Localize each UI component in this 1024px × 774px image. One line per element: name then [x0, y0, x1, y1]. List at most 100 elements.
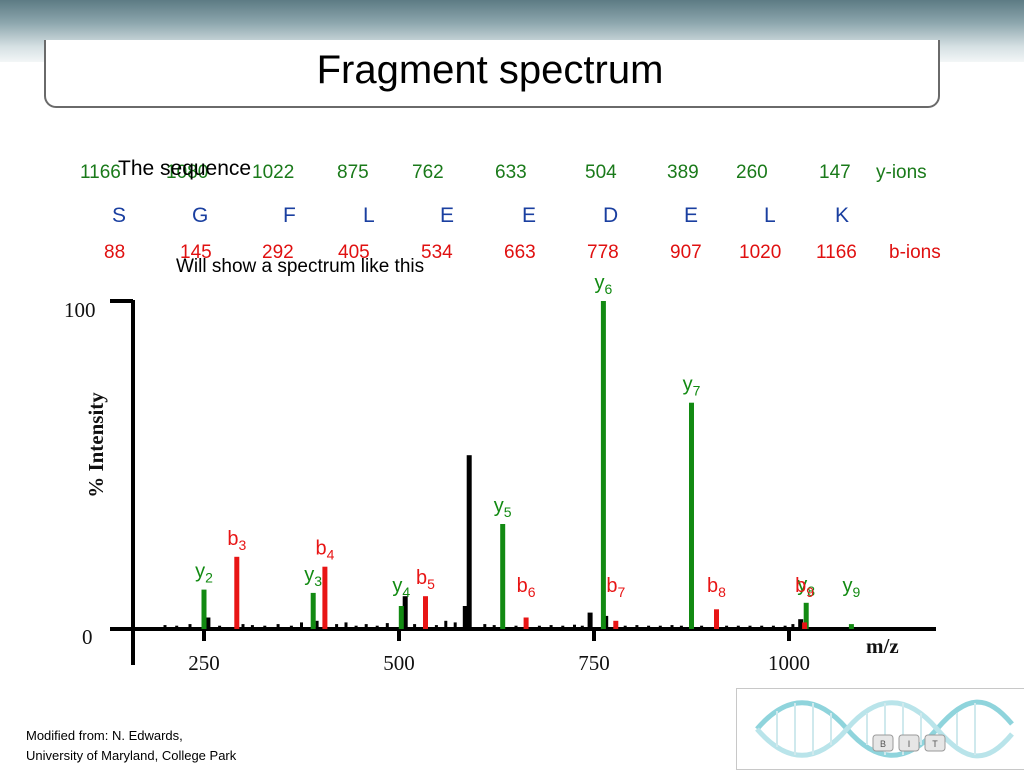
spectrum-peak	[276, 624, 280, 629]
spectrum-peak	[803, 602, 809, 629]
b-ion-mass: 663	[504, 242, 536, 263]
residue: E	[440, 204, 455, 227]
y-tick-label: 0	[82, 625, 93, 649]
peak-label: y9	[843, 575, 861, 600]
peak-label: y5	[494, 495, 512, 520]
spectrum-peak	[483, 624, 487, 629]
spectrum-peak	[263, 625, 267, 629]
x-tick-label: 500	[383, 651, 415, 675]
b-ion-mass: 778	[587, 242, 619, 263]
y-ion-mass: 1080	[166, 162, 209, 183]
y-ion-mass: 1022	[252, 162, 295, 183]
b-ion-mass: 1166	[816, 242, 857, 263]
logo-letter-box	[872, 734, 894, 752]
spectrum-peak	[188, 624, 192, 629]
residue: D	[603, 204, 619, 227]
spectrum-peak	[537, 625, 541, 629]
spectrum-peak	[802, 622, 808, 629]
spectrum-peak	[587, 612, 593, 629]
spectrum-peak	[647, 625, 651, 629]
peak-label: y8	[797, 574, 815, 599]
spectrum-peak	[385, 623, 389, 629]
peak-label: b6	[517, 575, 536, 600]
peak-label: y6	[595, 272, 613, 297]
peak-label: y2	[195, 561, 213, 586]
spectrum-caption: Will show a spectrum like this	[176, 256, 425, 277]
spectrum-peak	[335, 624, 339, 629]
x-tick-label: 750	[578, 651, 610, 675]
residue: E	[684, 204, 699, 227]
spectrum-peak	[798, 619, 804, 629]
spectrum-peak	[760, 625, 764, 629]
credits-line-2: University of Maryland, College Park	[26, 748, 237, 763]
peak-label: b9	[795, 575, 814, 600]
b-ions-label: b-ions	[889, 242, 941, 263]
y-tick-label: 100	[64, 298, 96, 322]
sequence-caption: The sequence	[118, 157, 252, 180]
spectrum-peak	[580, 625, 584, 629]
y-ion-mass: 389	[667, 162, 699, 183]
x-tick-label: 250	[188, 651, 220, 675]
spectrum-peak	[444, 620, 448, 629]
spectrum-peak	[492, 625, 496, 629]
y-ion-mass: 875	[337, 162, 369, 183]
spectrum-peak	[700, 625, 704, 629]
credits: Modified from: N. Edwards, University of…	[26, 726, 236, 766]
spectrum-peak	[344, 622, 348, 629]
b-ion-mass: 405	[338, 242, 370, 263]
spectrum-peak	[234, 556, 240, 629]
spectrum-peak	[523, 617, 529, 629]
y-ion-mass: 260	[736, 162, 768, 183]
spectrum-peak	[635, 625, 639, 629]
x-tick-label: 1000	[768, 651, 810, 675]
spectrum-peak	[748, 625, 752, 629]
y-ion-mass: 504	[585, 162, 617, 183]
y-ion-mass: 633	[495, 162, 527, 183]
spectrum-peak	[218, 625, 222, 629]
spectrum-peak	[679, 625, 683, 629]
y-ion-mass: 762	[412, 162, 444, 183]
spectrum-peak	[613, 620, 619, 629]
peak-label: y3	[304, 564, 322, 589]
logo-letter-box	[898, 734, 920, 752]
spectrum-peak	[250, 625, 254, 629]
spectrum-peak	[163, 625, 167, 629]
logo-letter: I	[908, 739, 911, 749]
spectrum-peak	[241, 624, 245, 629]
spectrum-peak	[322, 566, 328, 629]
peak-label: b7	[606, 575, 625, 600]
spectrum-peak	[500, 524, 506, 629]
b-ion-mass: 88	[104, 242, 126, 263]
spectrum-peak	[354, 625, 358, 629]
residue: K	[835, 204, 850, 227]
y-ion-mass: 1166	[80, 162, 121, 183]
spectrum-peak	[689, 402, 694, 629]
y-axis-label: % Intensity	[84, 392, 108, 498]
residue: F	[283, 204, 296, 227]
spectrum-peak	[310, 592, 316, 629]
spectrum-peak	[736, 625, 740, 629]
residue: G	[192, 204, 209, 227]
spectrum-peak	[364, 624, 368, 629]
title-frame	[44, 40, 940, 108]
spectrum-peak	[561, 625, 565, 629]
slide-title: Fragment spectrum	[316, 48, 664, 92]
spectrum-peak	[175, 625, 179, 629]
spectrum-peak	[848, 624, 854, 629]
spectrum-peak	[623, 625, 627, 629]
spectrum-peak	[201, 589, 207, 629]
spectrum-peak	[573, 624, 576, 629]
b-ion-mass: 292	[262, 242, 294, 263]
logo-letter: T	[932, 739, 938, 749]
spectrum-peak	[413, 624, 417, 629]
b-ion-mass: 1020	[739, 242, 782, 263]
peak-label: b5	[416, 567, 435, 592]
spectrum-peak	[402, 596, 408, 629]
residue: S	[112, 204, 127, 227]
spectrum-peak	[549, 625, 553, 629]
logo-letter: B	[880, 739, 886, 749]
spectrum-peak	[466, 455, 472, 629]
